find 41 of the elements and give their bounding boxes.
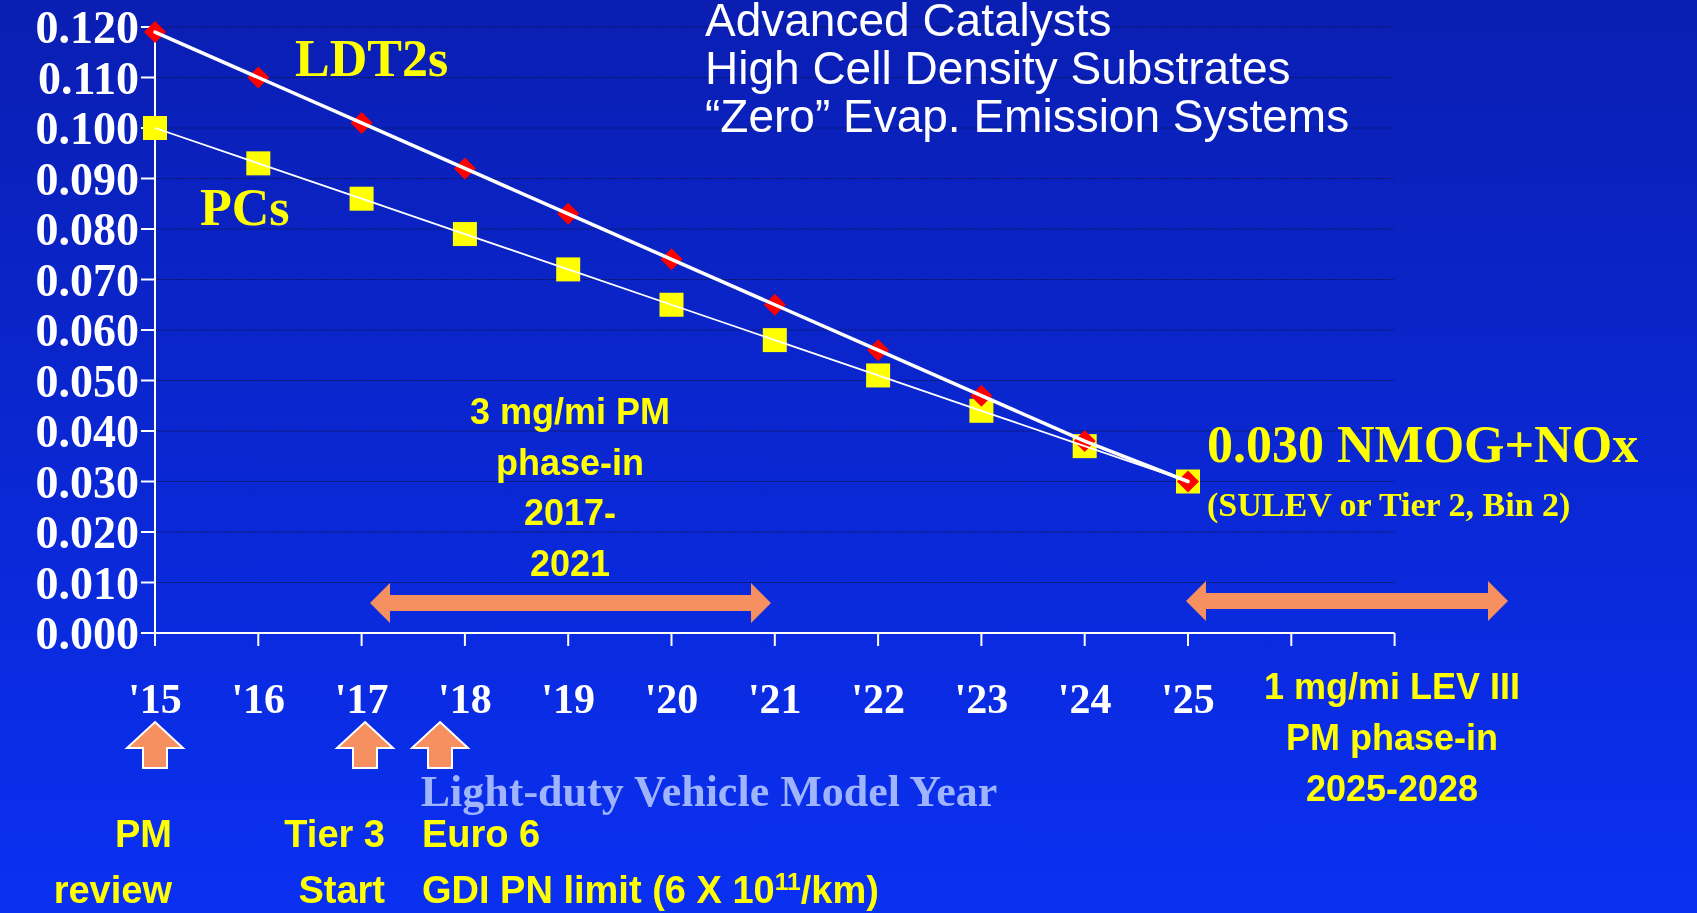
y-tick-label: 0.120 bbox=[35, 2, 139, 54]
x-tick-label: '22 bbox=[851, 676, 905, 722]
y-tick-label: 0.050 bbox=[35, 355, 139, 407]
annotation: 0.030 NMOG+NOx bbox=[1207, 416, 1639, 473]
y-tick-label: 0.070 bbox=[35, 254, 139, 306]
point bbox=[556, 257, 581, 282]
y-tick-label: 0.030 bbox=[35, 456, 139, 508]
point bbox=[349, 186, 374, 211]
y-tick-label: 0.000 bbox=[35, 608, 139, 660]
annotation: (SULEV or Tier 2, Bin 2) bbox=[1207, 486, 1571, 524]
y-tick-label: 0.020 bbox=[35, 507, 139, 559]
x-tick-label: '15 bbox=[128, 676, 182, 722]
series-label: PCs bbox=[200, 179, 290, 236]
series-label: LDT2s bbox=[295, 30, 449, 87]
text: PM review bbox=[53, 813, 173, 911]
y-tick-label: 0.080 bbox=[35, 204, 139, 256]
point bbox=[866, 363, 891, 388]
y-tick-label: 0.110 bbox=[38, 52, 139, 104]
point bbox=[762, 328, 787, 353]
y-tick-label: 0.060 bbox=[35, 305, 139, 357]
x-tick-label: '24 bbox=[1057, 676, 1112, 722]
x-tick-label: '19 bbox=[541, 676, 596, 722]
annotation: 3 mg/mi PM phase-in 2017- 2021 bbox=[469, 391, 671, 584]
x-tick-label: '17 bbox=[334, 676, 389, 722]
annotation: Advanced Catalysts bbox=[705, 0, 1112, 46]
x-tick-label: '21 bbox=[747, 676, 802, 722]
text: Tier 3 Start bbox=[284, 813, 386, 911]
text: 1 mg/mi LEV III PM phase-in 2025-2028 bbox=[1263, 666, 1521, 809]
x-axis-title: Light-duty Vehicle Model Year bbox=[420, 767, 998, 816]
x-tick-label: '18 bbox=[438, 676, 492, 722]
point bbox=[246, 151, 271, 176]
x-tick-label: '23 bbox=[954, 676, 1009, 722]
x-tick-label: '16 bbox=[231, 676, 286, 722]
y-tick-label: 0.100 bbox=[35, 103, 139, 155]
x-tick-label: '25 bbox=[1161, 676, 1215, 722]
y-tick-label: 0.040 bbox=[35, 406, 139, 458]
y-tick-label: 0.010 bbox=[35, 557, 139, 609]
point bbox=[659, 292, 684, 317]
point bbox=[452, 222, 477, 247]
y-tick-label: 0.090 bbox=[35, 153, 139, 205]
x-tick-label: '20 bbox=[644, 676, 699, 722]
